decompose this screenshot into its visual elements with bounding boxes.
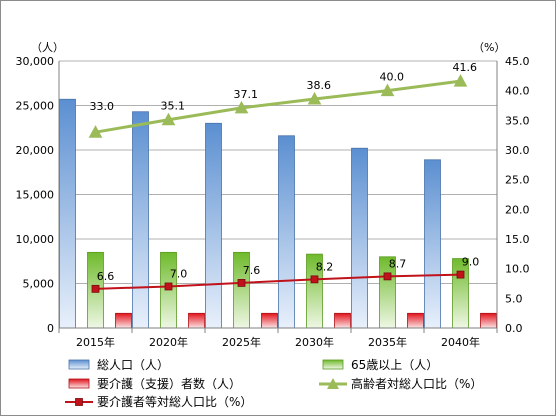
right-axis-tick-label: 15.0 [505,233,530,246]
elderly-ratio-point [88,125,103,138]
legend-swatch [68,378,90,389]
care-ratio-point [383,272,392,281]
elderly-ratio-data-label: 38.6 [307,79,332,92]
elderly-ratio-data-label: 40.0 [380,71,405,84]
x-axis-tick-label: 2015年 [76,335,115,349]
bar-total-population [278,135,295,329]
x-axis-tick-label: 2035年 [368,335,407,349]
left-axis-tick-label: 20,000 [16,144,55,157]
x-axis-tick-label: 2020年 [149,335,188,349]
x-axis-tick-label: 2040年 [441,335,480,349]
elderly-ratio-point [307,91,322,105]
care-ratio-point [237,279,246,287]
legend-label: 総人口（人） [97,358,169,372]
right-axis-unit: （%） [473,41,505,54]
care-ratio-point [456,270,465,279]
care-ratio-point [310,275,319,284]
left-axis-unit: （人） [31,41,64,54]
care-ratio-point [91,284,100,293]
elderly-ratio-data-label: 33.0 [90,100,115,113]
left-axis-tick-label: 30,000 [16,55,55,68]
care-ratio-line [95,273,461,290]
x-axis-tick-label: 2030年 [295,335,334,349]
left-axis-tick-label: 0 [47,322,54,335]
legend-label: 要介護（支援）者数（人） [97,376,241,391]
right-axis-tick-label: 20.0 [505,203,530,216]
right-axis-tick-label: 30.0 [505,144,530,157]
bar-care-recipients [407,312,424,329]
right-axis-tick-label: 5.0 [505,292,523,305]
left-axis-tick-label: 15,000 [16,189,55,202]
right-axis-tick-label: 0.0 [505,322,523,335]
bar-care-recipients [115,312,132,329]
bar-care-recipients [188,312,205,329]
bar-total-population [424,159,441,329]
care-ratio-data-label: 7.6 [243,264,261,277]
elderly-ratio-point [380,83,395,97]
elderly-ratio-point [453,74,468,87]
elderly-ratio-point [161,112,176,126]
legend-marker [75,398,83,406]
bar-age-65-plus [452,258,469,329]
care-ratio-data-label: 9.0 [462,256,480,269]
left-axis-tick-label: 5,000 [23,278,55,291]
left-axis-tick-label: 25,000 [16,100,55,113]
care-ratio-data-label: 7.0 [170,267,188,280]
right-axis-tick-label: 40.0 [505,85,530,98]
x-axis-tick-label: 2025年 [222,335,261,349]
right-axis-tick-label: 25.0 [505,174,530,187]
care-ratio-data-label: 6.6 [97,270,115,283]
bar-care-recipients [334,312,351,329]
legend-label: 高齢者対総人口比（%） [351,376,482,391]
bar-care-recipients [261,312,278,329]
elderly-ratio-data-label: 41.6 [453,61,478,74]
care-ratio-data-label: 8.7 [389,257,407,270]
right-axis-tick-label: 45.0 [505,55,530,68]
bar-total-population [132,111,149,329]
elderly-ratio-line [95,79,461,134]
elderly-ratio-data-label: 37.1 [234,88,259,101]
legend-marker [327,378,339,389]
legend-label: 要介護者等対総人口比（%） [97,394,252,409]
elderly-ratio-point [234,100,249,114]
care-ratio-point [164,282,173,291]
bar-care-recipients [480,312,497,329]
bar-total-population [205,122,222,329]
legend-label: 65歳以上（人） [351,358,438,372]
legend-swatch [68,359,90,370]
legend-swatch [322,359,344,370]
care-ratio-data-label: 8.2 [316,260,334,273]
bar-total-population [59,98,76,329]
right-axis-tick-label: 35.0 [505,114,530,127]
bar-total-population [351,147,368,329]
elderly-ratio-data-label: 35.1 [161,100,186,113]
right-axis-tick-label: 10.0 [505,263,530,276]
left-axis-tick-label: 10,000 [16,233,55,246]
